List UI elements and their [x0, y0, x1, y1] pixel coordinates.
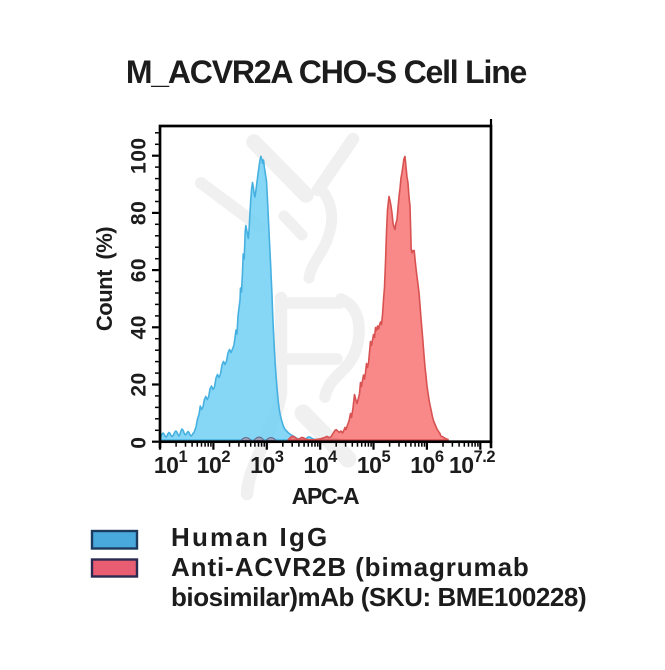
svg-text:Anti-ACVR2B (bimagrumab: Anti-ACVR2B (bimagrumab: [171, 552, 530, 582]
svg-text:80: 80: [128, 201, 151, 225]
svg-text:100: 100: [128, 137, 151, 174]
svg-text:103: 103: [250, 448, 284, 478]
svg-text:0: 0: [128, 437, 151, 449]
svg-text:40: 40: [128, 315, 151, 339]
svg-text:Human IgG: Human IgG: [171, 522, 329, 552]
svg-text:Count (%): Count (%): [92, 227, 117, 331]
svg-text:20: 20: [128, 372, 151, 396]
svg-text:APC-A: APC-A: [292, 483, 359, 509]
svg-text:biosimilar)mAb (SKU: BME100228: biosimilar)mAb (SKU: BME100228): [171, 582, 586, 612]
svg-text:M_ACVR2A CHO-S Cell Line: M_ACVR2A CHO-S Cell Line: [126, 54, 527, 90]
svg-text:60: 60: [128, 258, 151, 282]
